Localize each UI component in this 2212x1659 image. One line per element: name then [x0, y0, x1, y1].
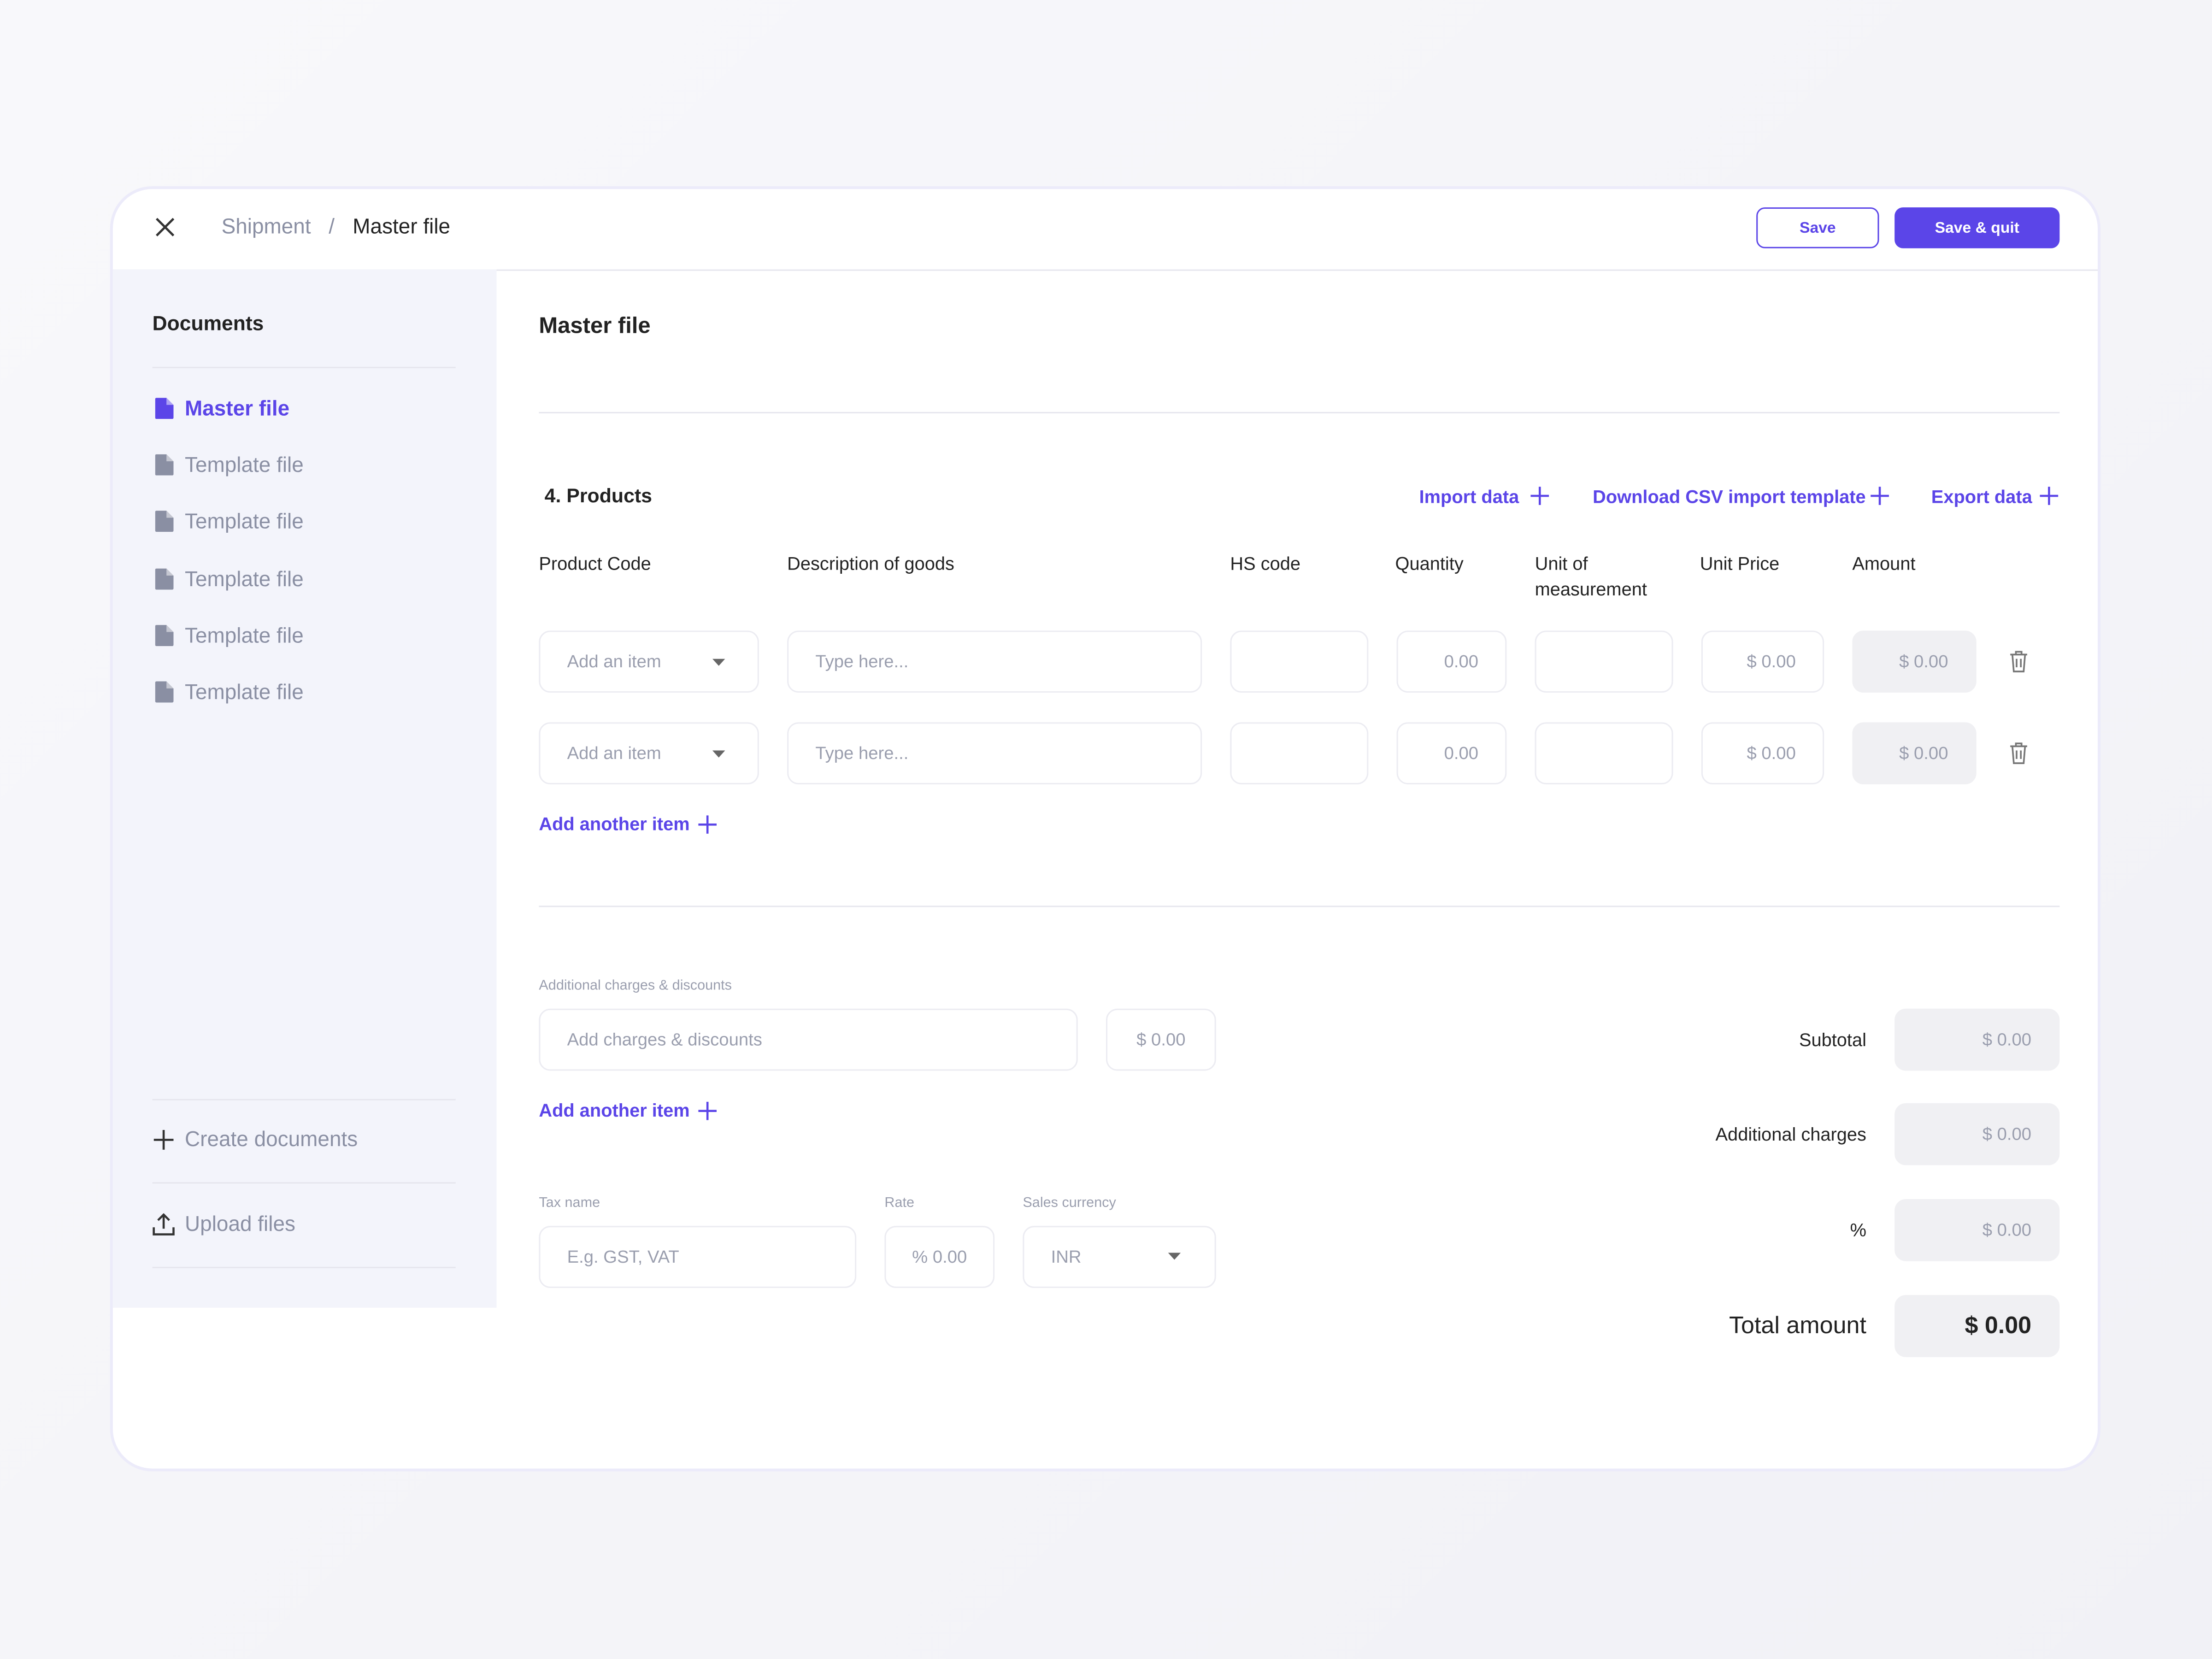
column-header: Description of goods [787, 553, 954, 574]
quantity-input[interactable]: 0.00 [1396, 630, 1507, 693]
section-title: 4. Products [544, 483, 653, 506]
delete-icon[interactable] [2009, 742, 2029, 765]
amount-field: $ 0.00 [1852, 630, 1977, 693]
document-item[interactable]: Template file [185, 453, 304, 478]
file-icon [155, 511, 174, 533]
description-input[interactable]: Type here... [787, 722, 1202, 785]
product-select[interactable]: Add an item [539, 630, 759, 693]
upload-icon [153, 1213, 175, 1235]
plus-icon [1871, 487, 1889, 505]
file-icon [155, 624, 174, 646]
dropdown-arrow [1168, 1253, 1181, 1260]
sidebar-action[interactable]: Create documents [185, 1128, 358, 1152]
breadcrumb: Master file [353, 215, 451, 239]
charges-input[interactable]: Add charges & discounts [539, 1008, 1078, 1071]
document-item[interactable]: Template file [185, 681, 304, 705]
close-icon[interactable] [155, 217, 175, 237]
total-label: Additional charges [1715, 1124, 1866, 1145]
unit-price-input[interactable]: $ 0.00 [1701, 722, 1824, 785]
column-header: Unit Price [1700, 553, 1780, 574]
action-link[interactable]: Import data [1419, 486, 1519, 507]
main-title: Master file [539, 314, 651, 339]
dropdown-arrow [712, 659, 725, 666]
plus-icon [1530, 487, 1549, 505]
unit-input[interactable] [1535, 630, 1673, 693]
total-label: Subtotal [1799, 1029, 1866, 1051]
delete-icon[interactable] [2009, 650, 2029, 673]
field-label: Sales currency [1023, 1195, 1116, 1212]
amount-field: $ 0.00 [1852, 722, 1977, 785]
plus-icon [698, 815, 717, 834]
tax-name-input[interactable]: E.g. GST, VAT [539, 1226, 857, 1288]
sidebar-title: Documents [152, 313, 264, 336]
total-value: $ 0.00 [1894, 1199, 2060, 1261]
sidebar-action[interactable]: Upload files [185, 1212, 295, 1237]
action-link[interactable]: Download CSV import template [1593, 486, 1866, 507]
document-item[interactable]: Template file [185, 510, 304, 535]
document-item[interactable]: Master file [185, 397, 290, 421]
column-header: Product Code [539, 553, 651, 574]
add-item-link[interactable]: Add another item [539, 1100, 690, 1121]
quantity-input[interactable]: 0.00 [1396, 722, 1507, 785]
divider [112, 269, 2098, 271]
breadcrumb-separator: / [329, 215, 335, 239]
field-label: Rate [884, 1195, 915, 1212]
divider [152, 1182, 456, 1184]
file-icon [155, 568, 174, 589]
rate-input[interactable]: % 0.00 [884, 1226, 995, 1288]
document-item[interactable]: Template file [185, 624, 304, 648]
column-header: Unit of measurement [1535, 553, 1647, 600]
field-label: Additional charges & discounts [539, 978, 732, 994]
hs-code-input[interactable] [1230, 630, 1369, 693]
dropdown-arrow [712, 750, 725, 758]
save-button[interactable]: Save [1756, 207, 1879, 248]
total-value: $ 0.00 [1894, 1295, 2060, 1357]
plus-icon [698, 1101, 717, 1120]
plus-icon [2040, 487, 2059, 505]
column-header: Quantity [1395, 553, 1464, 574]
unit-price-input[interactable]: $ 0.00 [1701, 630, 1824, 693]
divider [539, 906, 2060, 907]
column-header: Amount [1852, 553, 1916, 574]
save-quit-button[interactable]: Save & quit [1894, 207, 2060, 248]
breadcrumb[interactable]: Shipment [221, 215, 311, 239]
add-item-link[interactable]: Add another item [539, 813, 690, 835]
column-header: HS code [1230, 553, 1301, 574]
divider [152, 1099, 456, 1100]
charges-amount[interactable]: $ 0.00 [1106, 1008, 1216, 1071]
hs-code-input[interactable] [1230, 722, 1369, 785]
divider [152, 1266, 456, 1269]
file-icon [155, 454, 174, 476]
sidebar [112, 269, 497, 1308]
divider [152, 366, 456, 368]
file-icon [155, 398, 174, 419]
unit-input[interactable] [1535, 722, 1673, 785]
product-select[interactable]: Add an item [539, 722, 759, 785]
divider [539, 412, 2060, 413]
field-label: Tax name [539, 1195, 600, 1212]
description-input[interactable]: Type here... [787, 630, 1202, 693]
file-icon [155, 681, 174, 703]
currency-select[interactable]: INR [1023, 1226, 1216, 1288]
action-link[interactable]: Export data [1931, 486, 2032, 507]
plus-icon [153, 1130, 174, 1150]
total-label: Total amount [1729, 1312, 1866, 1339]
total-value: $ 0.00 [1894, 1008, 2060, 1071]
total-value: $ 0.00 [1894, 1103, 2060, 1165]
total-label: % [1850, 1219, 1866, 1241]
document-item[interactable]: Template file [185, 567, 304, 591]
